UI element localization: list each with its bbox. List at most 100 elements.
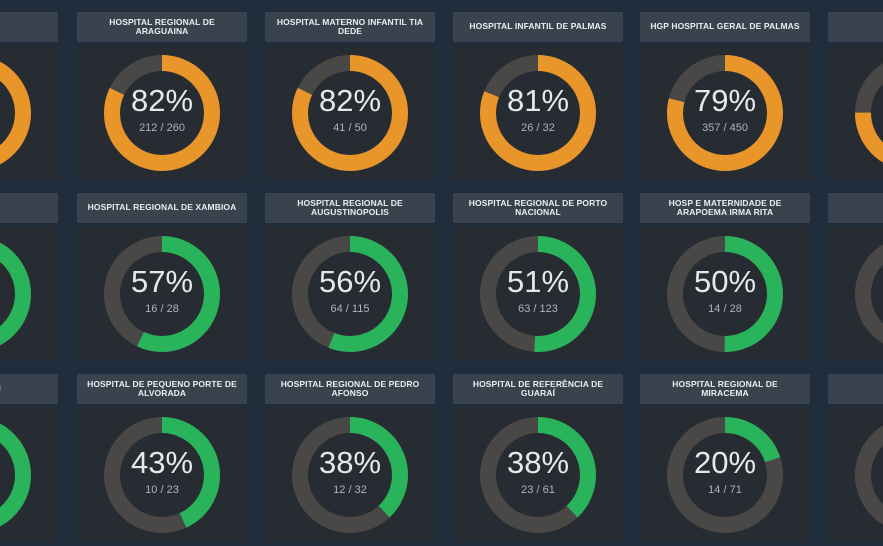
hospital-card[interactable]: HOSPITAL REGIONAL DE PEDRO AFONSO 38% 12 /… <box>265 374 435 542</box>
occupancy-percent: 7 <box>828 85 883 117</box>
occupancy-gauge <box>855 236 883 352</box>
gauge-progress-arc <box>667 55 783 171</box>
card-body: 50% 14 / 28 <box>640 226 810 361</box>
occupancy-gauge <box>292 55 408 171</box>
gauge-progress-arc <box>292 236 408 352</box>
hospital-card[interactable]: HOSPITAL REGIONAL DE XAMBIOA 57% 16 / 28 <box>77 193 247 361</box>
gauge-progress-arc <box>480 55 596 171</box>
card-header: ADE DONA <box>0 12 58 42</box>
card-body: 43% 10 / 23 <box>77 407 247 542</box>
occupancy-gauge <box>104 236 220 352</box>
occupancy-gauge <box>292 417 408 533</box>
hospital-card[interactable]: HOSPITAL REGIONAL DE MIRACEMA 20% 14 / 71 <box>640 374 810 542</box>
gauge-progress-arc <box>667 417 783 533</box>
occupancy-gauge <box>667 236 783 352</box>
occupancy-percent: 79% <box>693 83 757 118</box>
occupancy-percent: 20% <box>693 445 757 480</box>
occupancy-percent: 56% <box>318 264 382 299</box>
occupancy-percent: 81% <box>506 83 570 118</box>
hospital-name: HOSPITAL DE REFERÊNCIA DE GUARAÍ <box>472 378 604 398</box>
card-body <box>0 407 58 542</box>
card-body: 56% 64 / 115 <box>265 226 435 361</box>
occupancy-count: 10 / 23 <box>145 484 179 496</box>
occupancy-gauge <box>667 55 783 171</box>
card-header: HOSPITAL REGIONAL DE ARAGUAINA <box>77 12 247 42</box>
card-header: HOSPITAL REGIONAL DE PEDRO AFONSO <box>265 374 435 404</box>
occupancy-percent: 51% <box>506 264 570 299</box>
hospital-card[interactable]: HOSPITAL DE PEQUENO PORTE DE ALVORADA 43%… <box>77 374 247 542</box>
card-header: HOSPITAL REGIONAL DE PORTO NACIONAL <box>453 193 623 223</box>
occupancy-count: 357 / 450 <box>702 122 748 134</box>
occupancy-count: 14 / 28 <box>708 303 742 315</box>
card-body <box>0 226 58 361</box>
hospital-name: HOSPITAL REGIONAL DE PORTO NACIONAL <box>468 197 608 217</box>
occupancy-percent: 38% <box>318 445 382 480</box>
hospital-card[interactable]: HOSPITAL MATERNO INFANTIL TIA DEDE 82% 41 … <box>265 12 435 180</box>
occupancy-percent: 82% <box>130 83 194 118</box>
hospital-card[interactable]: HOSP 4 <box>828 193 883 361</box>
card-header: HOSPITAL REGIONAL DE XAMBIOA <box>77 193 247 223</box>
hospital-name: HOSPITAL REGIONAL DE MIRACEMA <box>672 378 778 398</box>
occupancy-count: 14 / 71 <box>708 484 742 496</box>
hospital-card[interactable]: HOSPITAL REGIONAL DE ARAGUAINA 82% 212 / 2… <box>77 12 247 180</box>
gauge-progress-arc <box>0 417 31 533</box>
hospital-card[interactable]: E ARRAIAS <box>0 193 58 361</box>
hospital-name: HOSP E MATERNIDADE DE ARAPOEMA IRMA RITA <box>668 197 782 217</box>
card-header: E ARRAIAS <box>0 193 58 223</box>
hospital-card[interactable]: HOSPITAL INFANTIL DE PALMAS 81% 26 / 32 <box>453 12 623 180</box>
card-header: HOSPITAL <box>828 12 883 42</box>
hospital-card[interactable]: E PARAISO N <box>0 374 58 542</box>
card-header: HOSPITAL REGIONAL DE AUGUSTINOPOLIS <box>265 193 435 223</box>
occupancy-count: 64 / 115 <box>330 303 370 315</box>
card-header: HOSP E MATERNIDADE DE ARAPOEMA IRMA RITA <box>640 193 810 223</box>
hospital-name: HOSPITAL REGIONAL DE XAMBIOA <box>87 202 237 213</box>
hospital-card[interactable]: HOSPITAL REGIONAL DE AUGUSTINOPOLIS 56% 64… <box>265 193 435 361</box>
hospital-card[interactable]: ADE DONA <box>0 12 58 180</box>
hospital-card[interactable]: HOSP E MATERNIDADE DE ARAPOEMA IRMA RITA… <box>640 193 810 361</box>
occupancy-gauge <box>104 55 220 171</box>
card-body: 20% 14 / 71 <box>640 407 810 542</box>
gauge-track <box>855 425 883 525</box>
hospital-name: ADE DONA <box>0 22 4 32</box>
gauge-progress-arc <box>292 55 408 171</box>
hospital-name: HOSPITAL MATERNO INFANTIL TIA DEDE <box>276 16 424 36</box>
hospital-card[interactable]: HOSPITAL REGIONAL DE PORTO NACIONAL 51% 63… <box>453 193 623 361</box>
hospital-card[interactable]: HOSPITA <box>828 374 883 542</box>
card-body: 81% 26 / 32 <box>453 45 623 180</box>
gauge-track <box>855 244 883 344</box>
gauge-progress-arc <box>0 236 31 352</box>
gauge-progress-arc <box>0 55 31 171</box>
hospital-card[interactable]: HOSPITAL 7 <box>828 12 883 180</box>
occupancy-count: 16 / 28 <box>145 303 179 315</box>
hospital-name: HOSPITAL INFANTIL DE PALMAS <box>469 21 607 32</box>
card-header: HOSP <box>828 193 883 223</box>
occupancy-count: 26 / 32 <box>521 122 555 134</box>
card-body: 82% 41 / 50 <box>265 45 435 180</box>
occupancy-gauge <box>0 417 31 533</box>
occupancy-gauge <box>104 417 220 533</box>
card-header: E PARAISO N <box>0 374 58 404</box>
occupancy-gauge <box>855 417 883 533</box>
occupancy-gauge <box>0 236 31 352</box>
occupancy-percent: 4 <box>828 266 883 298</box>
occupancy-gauge <box>855 55 883 171</box>
gauge-progress-arc <box>667 236 783 352</box>
hospital-name: HOSPITAL DE PEQUENO PORTE DE ALVORADA <box>87 378 237 398</box>
occupancy-percent: 38% <box>506 445 570 480</box>
card-header: HOSPITAL DE PEQUENO PORTE DE ALVORADA <box>77 374 247 404</box>
card-body: 4 <box>828 226 883 361</box>
gauge-progress-arc <box>480 236 596 352</box>
hospital-name: HGP HOSPITAL GERAL DE PALMAS <box>650 21 800 32</box>
gauge-progress-arc <box>104 55 220 171</box>
occupancy-gauge <box>480 236 596 352</box>
occupancy-gauge <box>480 417 596 533</box>
hospital-name: E PARAISO N <box>0 384 9 394</box>
hospital-card[interactable]: HGP HOSPITAL GERAL DE PALMAS 79% 357 / 450 <box>640 12 810 180</box>
card-body: 57% 16 / 28 <box>77 226 247 361</box>
occupancy-percent: 57% <box>130 264 194 299</box>
hospital-card[interactable]: HOSPITAL DE REFERÊNCIA DE GUARAÍ 38% 23 / … <box>453 374 623 542</box>
card-header: HOSPITAL MATERNO INFANTIL TIA DEDE <box>265 12 435 42</box>
hospital-name: HOSPITAL REGIONAL DE ARAGUAINA <box>109 16 215 36</box>
gauge-progress-arc <box>855 55 883 171</box>
